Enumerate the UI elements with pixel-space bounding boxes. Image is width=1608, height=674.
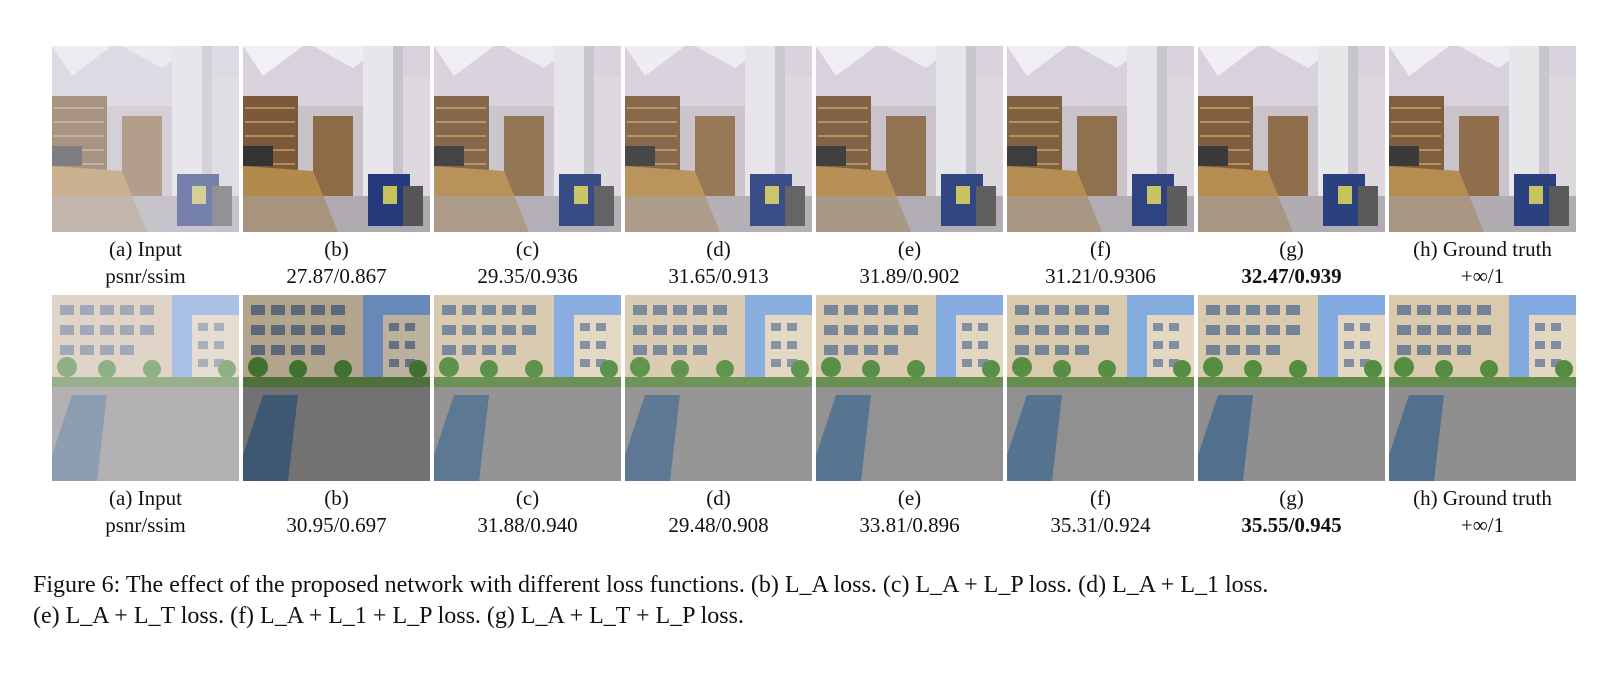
caption-e: (e) 31.89/0.902	[816, 236, 1003, 290]
campus-image-d	[625, 295, 812, 481]
caption-metric: 33.81/0.896	[859, 513, 960, 537]
caption-label: (f)	[1090, 237, 1111, 261]
library-image-h	[1389, 46, 1576, 232]
caption-metric: 31.89/0.902	[859, 264, 960, 288]
caption-c: (c) 31.88/0.940	[434, 485, 621, 539]
campus-image-g	[1198, 295, 1385, 481]
caption-label: (a) Input	[109, 486, 182, 510]
caption-label: (e)	[897, 486, 922, 510]
caption-label: (h) Ground truth	[1413, 237, 1552, 261]
caption-row-2: (a) Input psnr/ssim (b) 30.95/0.697 (c) 31.88…	[52, 485, 1578, 539]
caption-a: (a) Input psnr/ssim	[52, 236, 239, 290]
caption-label: (a) Input	[109, 237, 182, 261]
caption-metric: psnr/ssim	[105, 513, 186, 537]
caption-label: (h) Ground truth	[1413, 486, 1552, 510]
caption-h: (h) Ground truth +∞/1	[1389, 485, 1576, 539]
caption-metric: +∞/1	[1460, 264, 1505, 288]
caption-label: (g)	[1279, 486, 1304, 510]
campus-image-c	[434, 295, 621, 481]
caption-metric: +∞/1	[1460, 513, 1505, 537]
caption-a: (a) Input psnr/ssim	[52, 485, 239, 539]
caption-label: (c)	[515, 486, 540, 510]
caption-label: (g)	[1279, 237, 1304, 261]
caption-g: (g) 32.47/0.939	[1198, 236, 1385, 290]
caption-g: (g) 35.55/0.945	[1198, 485, 1385, 539]
caption-label: (c)	[515, 237, 540, 261]
caption-e: (e) 33.81/0.896	[816, 485, 1003, 539]
caption-d: (d) 29.48/0.908	[625, 485, 812, 539]
caption-f: (f) 31.21/0.9306	[1007, 236, 1194, 290]
caption-metric: 30.95/0.697	[286, 513, 387, 537]
campus-image-h	[1389, 295, 1576, 481]
campus-image-a	[52, 295, 239, 481]
library-image-f	[1007, 46, 1194, 232]
campus-image-f	[1007, 295, 1194, 481]
caption-label: (e)	[897, 237, 922, 261]
caption-c: (c) 29.35/0.936	[434, 236, 621, 290]
caption-metric: 31.88/0.940	[477, 513, 578, 537]
campus-image-b	[243, 295, 430, 481]
caption-metric: 35.31/0.924	[1050, 513, 1151, 537]
figure-caption-line-1: Figure 6: The effect of the proposed net…	[33, 572, 1269, 598]
caption-metric: 35.55/0.945	[1241, 513, 1342, 537]
caption-metric: 29.48/0.908	[668, 513, 769, 537]
caption-b: (b) 27.87/0.867	[243, 236, 430, 290]
library-image-c	[434, 46, 621, 232]
caption-label: (f)	[1090, 486, 1111, 510]
caption-label: (d)	[706, 237, 731, 261]
caption-label: (b)	[324, 486, 349, 510]
library-image-b	[243, 46, 430, 232]
library-image-g	[1198, 46, 1385, 232]
figure-caption-line-2: (e) L_A + L_T loss. (f) L_A + L_1 + L_P …	[33, 603, 744, 629]
caption-b: (b) 30.95/0.697	[243, 485, 430, 539]
image-row-2	[52, 295, 1578, 481]
caption-label: (b)	[324, 237, 349, 261]
campus-image-e	[816, 295, 1003, 481]
caption-metric: 27.87/0.867	[286, 264, 387, 288]
caption-d: (d) 31.65/0.913	[625, 236, 812, 290]
caption-metric: 31.65/0.913	[668, 264, 769, 288]
caption-label: (d)	[706, 486, 731, 510]
caption-f: (f) 35.31/0.924	[1007, 485, 1194, 539]
library-image-e	[816, 46, 1003, 232]
figure-caption: Figure 6: The effect of the proposed net…	[33, 570, 1593, 632]
image-row-1	[52, 46, 1578, 232]
caption-metric: psnr/ssim	[105, 264, 186, 288]
caption-metric: 32.47/0.939	[1241, 264, 1342, 288]
caption-h: (h) Ground truth +∞/1	[1389, 236, 1576, 290]
caption-metric: 31.21/0.9306	[1045, 264, 1156, 288]
caption-metric: 29.35/0.936	[477, 264, 578, 288]
library-image-d	[625, 46, 812, 232]
library-image-a	[52, 46, 239, 232]
caption-row-1: (a) Input psnr/ssim (b) 27.87/0.867 (c) 29.35…	[52, 236, 1578, 290]
